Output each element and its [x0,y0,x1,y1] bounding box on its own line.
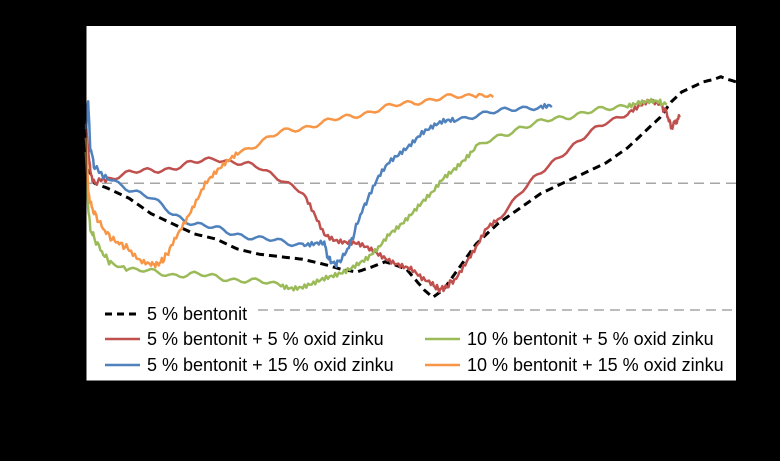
x-tick-label: 60 [207,403,226,422]
legend: 5 % bentonit 5 % bentonit + 5 % oxid zink… [105,304,724,375]
y-tick-label: 0.2 [44,271,68,290]
x-tick-label: 300 [722,403,750,422]
y-tick-label: 0.1 [44,321,68,340]
y-tick-label: 0 [59,372,68,391]
y-tick-label: 0.7 [44,17,68,36]
x-tick-label: 0 [81,403,90,422]
y-tick-label: 0.3 [44,220,68,239]
legend-label: 5 % bentonit + 15 % oxid zinku [147,355,394,375]
x-tick-labels: 0 60 120 180 240 300 [81,403,750,422]
series-line-1 [84,75,737,299]
x-tick-label: 180 [462,403,490,422]
legend-label: 5 % bentonit + 5 % oxid zinku [147,329,384,349]
legend-label: 10 % bentonit + 15 % oxid zinku [467,355,724,375]
series-line-5 [84,92,495,269]
legend-item: 5 % bentonit + 5 % oxid zinku [105,329,384,349]
y-axis-title: Součinitel adheze (-) [9,126,28,282]
series-line-2 [84,98,681,294]
y-tick-label: 0.4 [44,169,68,188]
y-tick-labels: 0 0.1 0.2 0.3 0.4 0.5 0.6 0.7 [44,17,68,391]
legend-item: 10 % bentonit + 5 % oxid zinku [425,329,714,349]
x-tick-label: 240 [592,403,620,422]
x-axis-title: Čas (s) [384,432,439,451]
y-tick-label: 0.5 [44,118,68,137]
series-layer [84,75,737,299]
series-line-3 [84,97,668,292]
axes [85,26,736,382]
series-line-4 [84,100,553,269]
y-tick-label: 0.6 [44,68,68,87]
legend-item: 5 % bentonit [105,304,247,324]
legend-label: 5 % bentonit [147,304,247,324]
reference-lines [86,182,736,311]
legend-item: 10 % bentonit + 15 % oxid zinku [425,355,724,375]
plot-area [86,26,736,381]
x-tick-label: 120 [332,403,360,422]
legend-item: 5 % bentonit + 15 % oxid zinku [105,355,394,375]
legend-label: 10 % bentonit + 5 % oxid zinku [467,329,714,349]
